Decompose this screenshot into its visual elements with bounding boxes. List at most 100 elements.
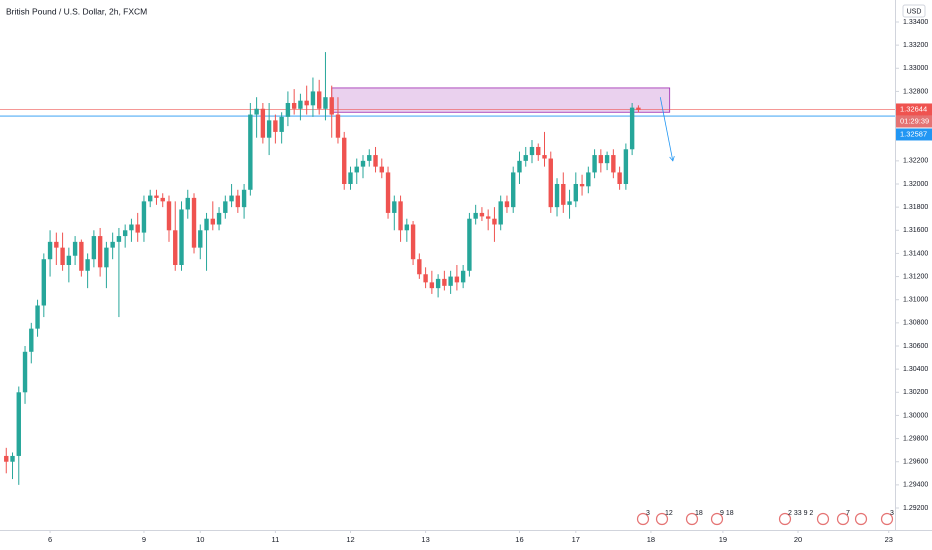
bid-price-label: 1.32587	[900, 129, 927, 138]
event-label: 3	[646, 510, 650, 517]
candle-body	[479, 212, 485, 217]
y-tick-label: 1.30000	[903, 412, 928, 419]
candle-body	[97, 236, 103, 268]
candle-body	[504, 201, 510, 208]
candle-body	[29, 328, 34, 352]
candle-body	[116, 236, 122, 242]
x-tick-label: 13	[421, 535, 429, 544]
candle-body	[417, 259, 422, 275]
candle-body	[60, 247, 65, 265]
candle-body	[611, 155, 616, 173]
y-tick-label: 1.30400	[903, 366, 928, 373]
candle-body	[410, 224, 416, 260]
candle-body	[636, 107, 641, 110]
candle-body	[10, 455, 15, 462]
event-icon	[636, 512, 650, 526]
candle-body	[523, 155, 528, 161]
candle-body	[360, 160, 366, 167]
candle-body	[335, 114, 341, 138]
candle-body	[629, 107, 635, 150]
y-tick-label: 1.29200	[903, 505, 928, 512]
candle-body	[298, 100, 303, 109]
candle-body	[79, 241, 84, 271]
candle-body	[511, 172, 516, 208]
y-tick-label: 1.30600	[903, 343, 928, 350]
countdown-label: 01:29:39	[900, 116, 929, 125]
candle-body	[223, 201, 228, 213]
chart-title: British Pound / U.S. Dollar, 2h, FXCM	[6, 6, 147, 16]
candle-body	[135, 224, 140, 233]
event-icon	[816, 512, 830, 526]
y-tick-label: 1.30800	[903, 320, 928, 327]
candle-body	[579, 183, 585, 187]
candle-body	[198, 230, 203, 248]
y-tick-label: 1.31200	[903, 273, 928, 280]
candle-body	[598, 155, 604, 164]
candle-body	[266, 120, 272, 138]
last-price-label: 1.32644	[900, 104, 927, 113]
candle-body	[104, 247, 109, 268]
candle-body	[310, 91, 316, 106]
candle-body	[110, 241, 115, 248]
event-label: 12	[665, 510, 673, 517]
candle-body	[604, 155, 610, 164]
x-tick-label: 20	[794, 535, 802, 544]
candle-body	[554, 183, 560, 208]
event-label: 9 18	[720, 510, 734, 517]
candle-body	[592, 155, 597, 173]
y-tick-label: 1.29800	[903, 435, 928, 442]
x-tick-label: 10	[196, 535, 204, 544]
event-label: 18	[695, 510, 703, 517]
candle-body	[154, 195, 159, 198]
candle-body	[454, 276, 460, 283]
candle-body	[542, 155, 547, 159]
candle-body	[191, 197, 197, 248]
y-tick-label: 1.31400	[903, 250, 928, 257]
y-tick-label: 1.30200	[903, 389, 928, 396]
candle-body	[229, 195, 234, 202]
resistance-zone	[331, 87, 671, 113]
event-icon	[854, 512, 868, 526]
event-label: 3	[890, 510, 894, 517]
candle-body	[285, 102, 291, 117]
countdown-box	[896, 115, 932, 128]
candle-body	[260, 108, 266, 138]
y-tick-label: 1.31000	[903, 297, 928, 304]
candle-body	[442, 278, 447, 286]
event-icon	[778, 512, 792, 526]
candle-body	[342, 137, 347, 184]
y-tick-label: 1.33000	[903, 65, 928, 72]
candle-body	[16, 392, 21, 456]
candle-body	[429, 282, 435, 289]
candle-body	[166, 201, 172, 231]
candle-body	[573, 183, 579, 202]
event-label: 7	[846, 510, 850, 517]
candle-body	[47, 241, 53, 260]
candle-body	[141, 201, 147, 233]
candle-body	[204, 218, 209, 231]
candle-body	[216, 212, 222, 225]
event-icon	[655, 512, 669, 526]
event-icon	[710, 512, 724, 526]
last-price-box	[896, 103, 932, 116]
candle-body	[536, 146, 541, 156]
candle-body	[210, 218, 215, 225]
candle-body	[348, 172, 353, 184]
candle-body	[316, 91, 322, 109]
currency-box[interactable]	[902, 4, 926, 18]
x-tick-label: 12	[346, 535, 354, 544]
candle-body	[448, 276, 453, 286]
candle-body	[185, 197, 190, 210]
candle-body	[398, 201, 403, 231]
y-tick-label: 1.32800	[903, 88, 928, 95]
candle-body	[485, 216, 491, 219]
y-tick-label: 1.33400	[903, 19, 928, 26]
x-tick-label: 17	[572, 535, 580, 544]
event-icon	[685, 512, 699, 526]
event-icon	[880, 512, 894, 526]
candle-body	[148, 195, 153, 202]
candle-body	[567, 201, 572, 205]
candle-body	[66, 255, 72, 265]
candle-body	[91, 236, 97, 260]
candle-body	[241, 189, 247, 208]
